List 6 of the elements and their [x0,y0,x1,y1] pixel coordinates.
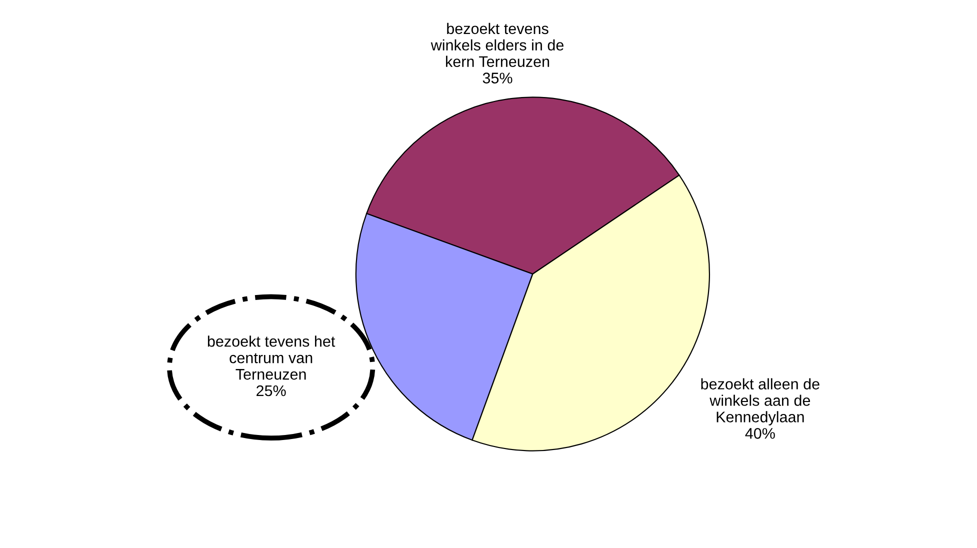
data-label: 40% [745,428,775,439]
slice-label: bezoekt alleen de winkels aan de Kennedylaan [701,378,820,426]
data-label: 25% [256,385,286,396]
slice-label: bezoekt tevens het centrum van Terneuzen [208,336,336,380]
slice-label: bezoekt tevens winkels elders in de kern Terneuzen [430,22,564,68]
data-label: 35% [482,72,512,84]
